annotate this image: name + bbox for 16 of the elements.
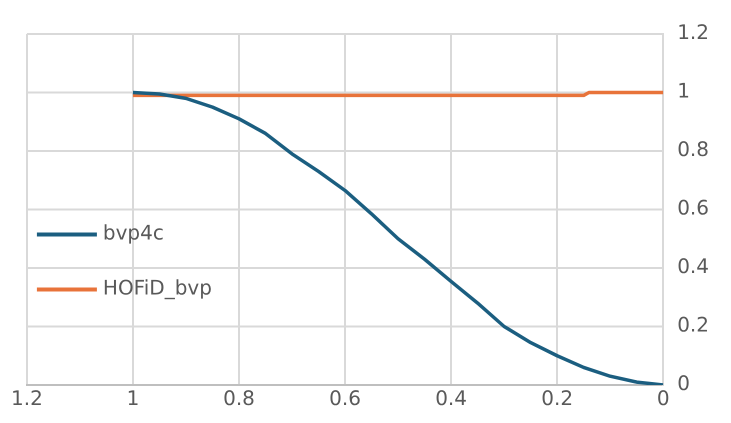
x-tick-label: 0.2 <box>541 386 574 410</box>
y-tick-label: 0.4 <box>677 254 710 278</box>
x-tick-label: 0 <box>656 386 670 410</box>
y-tick-label: 1 <box>677 78 690 103</box>
x-tick-label: 0.6 <box>329 386 361 410</box>
y-tick-label: 0 <box>677 371 690 396</box>
x-tick-label: 0.4 <box>435 386 468 410</box>
x-tick-label: 1 <box>126 386 140 410</box>
x-tick-label: 0.8 <box>223 386 255 410</box>
y-tick-label: 0.8 <box>677 137 710 162</box>
x-tick-label: 1.2 <box>10 386 43 410</box>
legend-label: HOFiD_bvp <box>102 276 212 300</box>
y-tick-label: 0.2 <box>677 312 710 337</box>
legend-label: bvp4c <box>102 220 164 245</box>
y-tick-label: 1.2 <box>677 20 710 44</box>
y-tick-label: 0.6 <box>677 196 710 220</box>
